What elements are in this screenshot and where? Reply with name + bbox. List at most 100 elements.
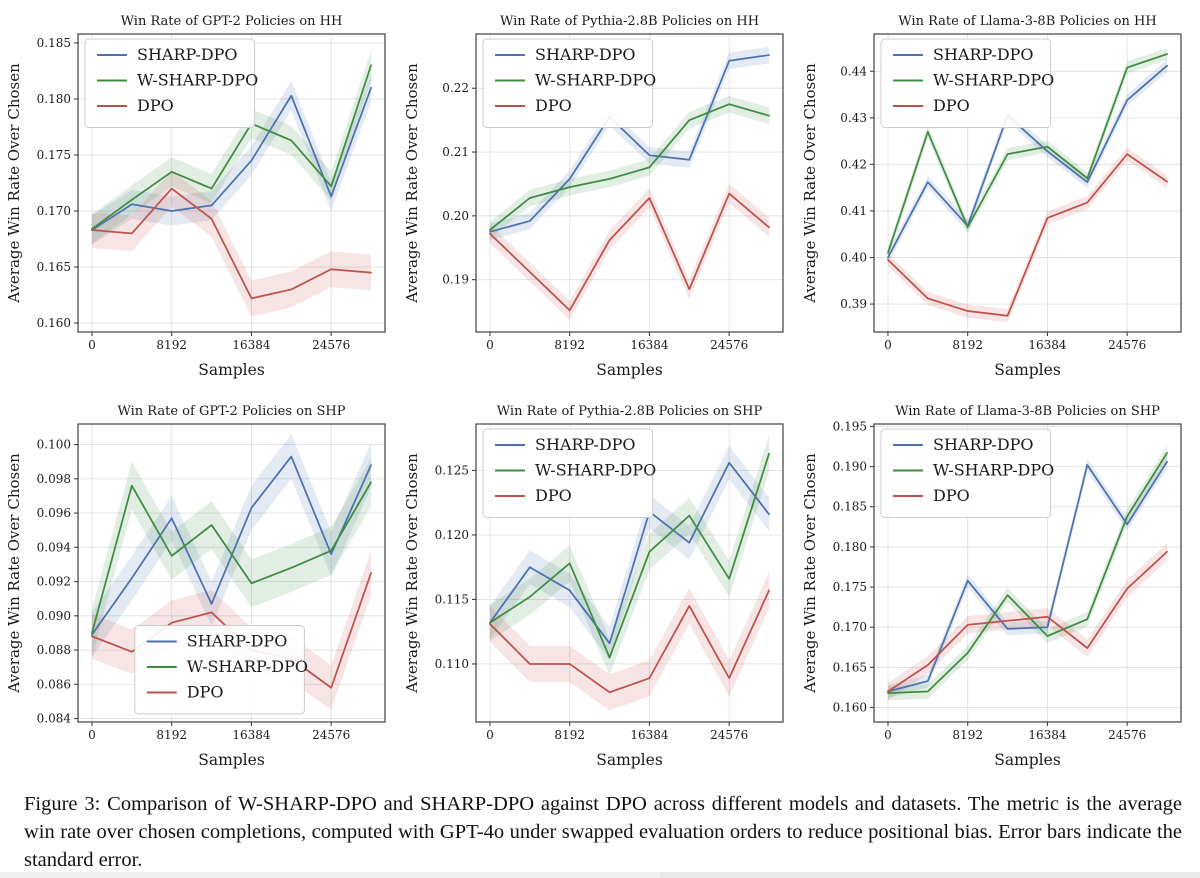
- band-w-sharp-dpo: [489, 435, 770, 676]
- chart-win-rate-of-gpt-2-policies-on-hh: 0 8192 16384 24576 0.160 0.165 0.170 0.175 0.180…: [4, 8, 394, 386]
- y-tick-label: 0.185: [833, 500, 867, 514]
- legend-box: [84, 38, 256, 128]
- legend-label-dpo: DPO: [933, 96, 970, 115]
- x-tick-label: 24576: [710, 338, 748, 352]
- series-lines: [887, 53, 1168, 317]
- line-sharp-dpo: [887, 64, 1168, 259]
- legend-label-sharp-dpo: SHARP-DPO: [535, 45, 636, 64]
- band-dpo: [887, 542, 1168, 701]
- chart-title: Win Rate of Llama-3-8B Policies on SHP: [895, 404, 1160, 419]
- y-tick-label: 0.42: [840, 157, 867, 171]
- legend-label-sharp-dpo: SHARP-DPO: [535, 435, 636, 454]
- y-tick-label: 0.160: [37, 316, 71, 330]
- line-sharp-dpo: [489, 461, 770, 645]
- series-lines: [91, 64, 372, 300]
- chart-canvas-2: 0 8192 16384 24576 0.19 0.20 0.21 0.22 Win Rate …: [403, 14, 784, 379]
- x-tick-label: 8192: [554, 338, 585, 352]
- legend-box: [880, 428, 1052, 518]
- y-tick-label: 0.20: [442, 209, 469, 223]
- chart-title: Win Rate of GPT-2 Policies on HH: [121, 14, 343, 29]
- line-dpo: [489, 192, 770, 312]
- x-tick-label: 8192: [952, 728, 983, 742]
- line-w-sharp-dpo: [489, 103, 770, 231]
- axis-ticks: 0 8192 16384 24576 0.084 0.086 0.088 0.090 0.092…: [37, 438, 351, 742]
- y-tick-label: 0.098: [37, 472, 71, 486]
- axes-frame: [475, 423, 784, 723]
- line-dpo: [91, 187, 372, 300]
- line-w-sharp-dpo: [887, 452, 1168, 694]
- legend-label-w-sharp-dpo: W-SHARP-DPO: [535, 461, 656, 480]
- line-w-sharp-dpo: [489, 452, 770, 659]
- legend-label-sharp-dpo: SHARP-DPO: [933, 45, 1034, 64]
- series-lines: [887, 452, 1168, 694]
- x-tick-label: 16384: [630, 728, 669, 742]
- x-axis-label: Samples: [994, 361, 1061, 379]
- band-sharp-dpo: [91, 434, 372, 657]
- y-tick-label: 0.165: [37, 260, 71, 274]
- line-w-sharp-dpo: [91, 481, 372, 634]
- line-sharp-dpo: [489, 54, 770, 233]
- chart-canvas-3: 0 8192 16384 24576 0.39 0.40 0.41 0.42 0.43 0.44 W…: [801, 14, 1182, 379]
- line-w-sharp-dpo: [887, 53, 1168, 254]
- chart-canvas-5: 0 8192 16384 24576 0.110 0.115 0.120 0.125 Win R…: [403, 404, 784, 769]
- legend: SHARP-DPO W-SHARP-DPO DPO: [482, 428, 656, 518]
- legend-label-dpo: DPO: [137, 96, 174, 115]
- band-dpo: [489, 572, 770, 711]
- y-tick-label: 0.19: [442, 273, 469, 287]
- x-axis-label: Samples: [198, 751, 265, 769]
- y-tick-label: 0.115: [435, 592, 469, 606]
- x-tick-label: 8192: [952, 338, 983, 352]
- line-sharp-dpo: [91, 455, 372, 636]
- line-dpo: [887, 550, 1168, 693]
- series-lines: [489, 452, 770, 694]
- x-axis-label: Samples: [198, 361, 265, 379]
- x-tick-label: 24576: [312, 728, 350, 742]
- bottom-strip: [0, 872, 1200, 878]
- legend-label-dpo: DPO: [933, 486, 970, 505]
- y-axis-label: Average Win Rate Over Chosen: [403, 453, 421, 694]
- legend-label-dpo: DPO: [187, 683, 224, 702]
- y-tick-label: 0.096: [37, 506, 71, 520]
- y-tick-label: 0.170: [833, 620, 867, 634]
- x-tick-label: 8192: [554, 728, 585, 742]
- chart-win-rate-of-pythia-2-8b-policies-on-hh: 0 8192 16384 24576 0.19 0.20 0.21 0.22 Win Rate …: [402, 8, 792, 386]
- bottom-strip-right: [660, 872, 1200, 878]
- axis-ticks: 0 8192 16384 24576 0.160 0.165 0.170 0.175 0.180…: [833, 419, 1147, 742]
- y-tick-label: 0.125: [435, 463, 469, 477]
- legend-label-sharp-dpo: SHARP-DPO: [933, 435, 1034, 454]
- band-sharp-dpo: [489, 445, 770, 661]
- legend: SHARP-DPO W-SHARP-DPO DPO: [482, 38, 656, 128]
- legend-label-dpo: DPO: [535, 486, 572, 505]
- legend-label-w-sharp-dpo: W-SHARP-DPO: [187, 657, 308, 676]
- error-bands: [489, 435, 770, 711]
- chart-title: Win Rate of Pythia-2.8B Policies on HH: [500, 14, 759, 29]
- x-tick-label: 24576: [312, 338, 350, 352]
- chart-win-rate-of-llama-3-8b-policies-on-hh: 0 8192 16384 24576 0.39 0.40 0.41 0.42 0.43 0.44 W…: [800, 8, 1190, 386]
- axis-ticks: 0 8192 16384 24576 0.19 0.20 0.21 0.22: [442, 81, 748, 352]
- x-tick-label: 0: [88, 338, 96, 352]
- legend-label-w-sharp-dpo: W-SHARP-DPO: [137, 71, 258, 90]
- band-dpo: [489, 183, 770, 320]
- x-tick-label: 24576: [710, 728, 748, 742]
- x-axis-label: Samples: [596, 361, 663, 379]
- chart-canvas-6: 0 8192 16384 24576 0.160 0.165 0.170 0.175 0.180…: [801, 404, 1182, 769]
- y-tick-label: 0.165: [833, 660, 867, 674]
- y-tick-label: 0.088: [37, 643, 71, 657]
- x-tick-label: 0: [486, 728, 494, 742]
- legend: SHARP-DPO W-SHARP-DPO DPO: [84, 38, 258, 128]
- chart-title: Win Rate of Llama-3-8B Policies on HH: [898, 14, 1156, 29]
- y-tick-label: 0.092: [37, 575, 71, 589]
- y-tick-label: 0.170: [37, 204, 71, 218]
- x-tick-label: 0: [486, 338, 494, 352]
- x-tick-label: 16384: [1028, 338, 1067, 352]
- band-w-sharp-dpo: [887, 47, 1168, 259]
- x-axis-label: Samples: [596, 751, 663, 769]
- legend: SHARP-DPO W-SHARP-DPO DPO: [880, 428, 1054, 518]
- y-tick-label: 0.39: [840, 297, 867, 311]
- x-tick-label: 24576: [1108, 338, 1146, 352]
- band-w-sharp-dpo: [489, 95, 770, 239]
- y-tick-label: 0.120: [435, 528, 469, 542]
- line-dpo: [887, 153, 1168, 317]
- chart-win-rate-of-gpt-2-policies-on-shp: 0 8192 16384 24576 0.084 0.086 0.088 0.090 0.092…: [4, 398, 394, 776]
- y-tick-label: 0.180: [37, 92, 71, 106]
